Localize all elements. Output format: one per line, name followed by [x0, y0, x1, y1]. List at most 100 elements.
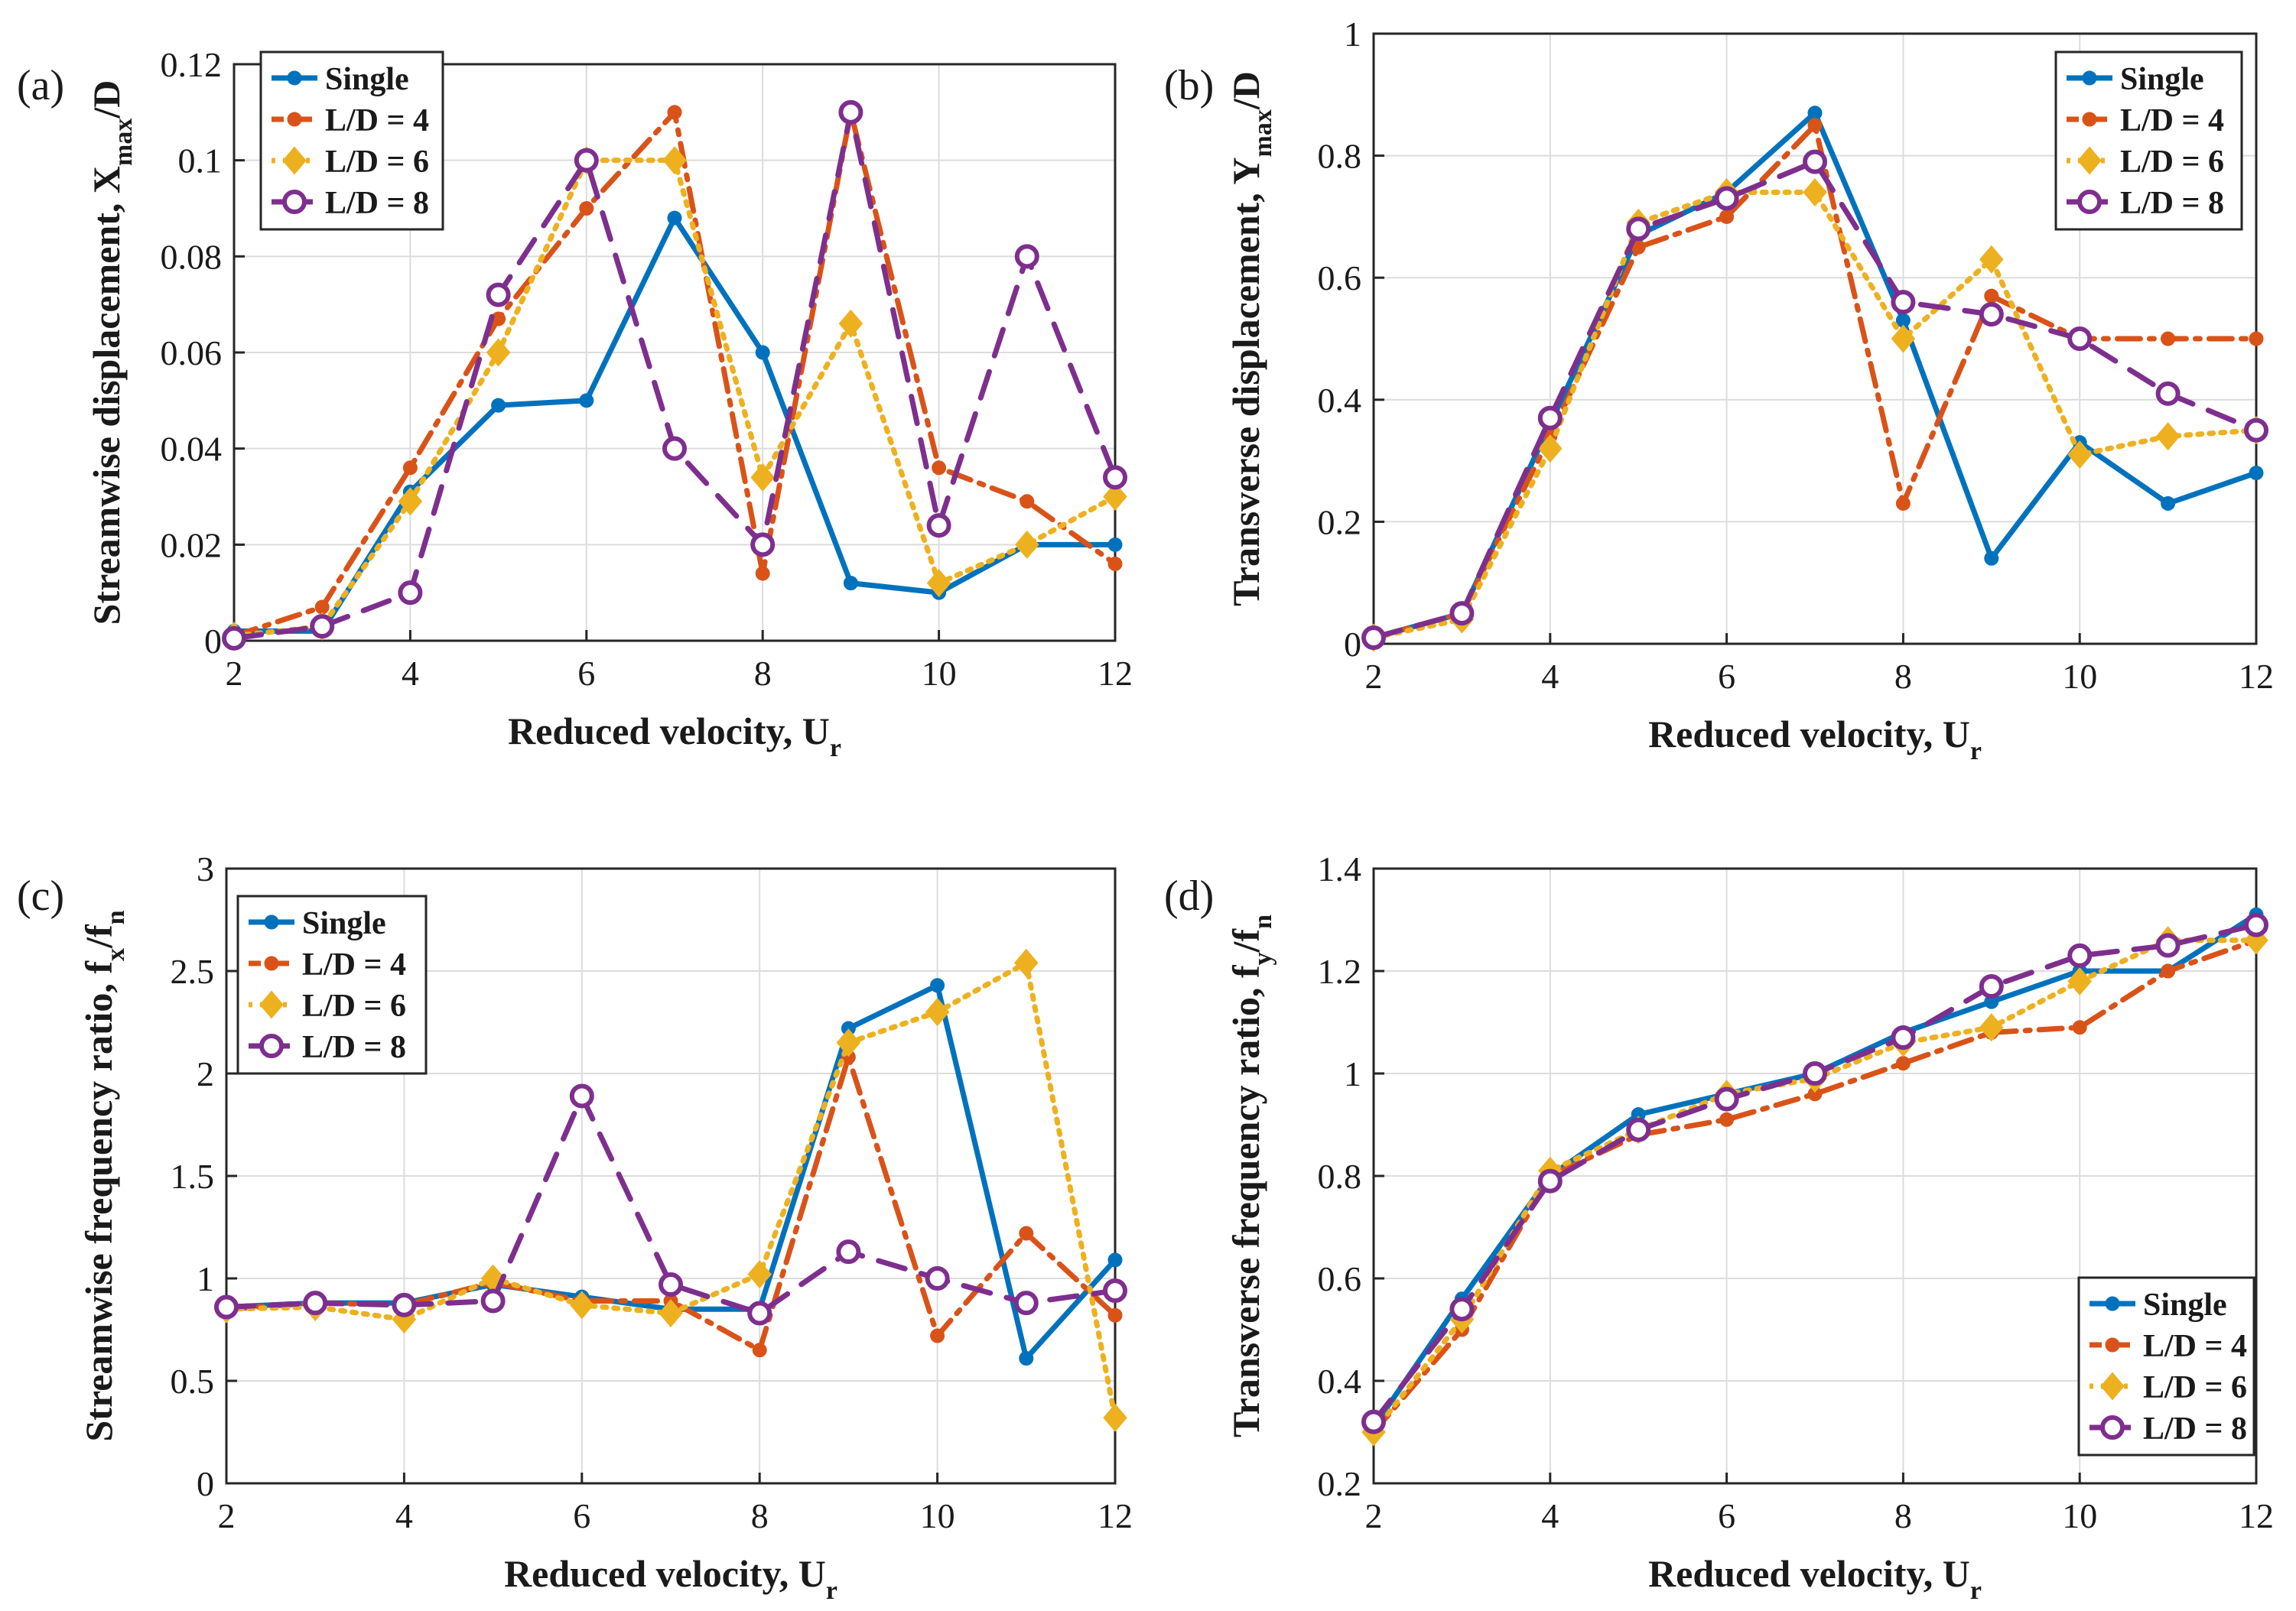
x-tick-label: 12 [2239, 657, 2274, 696]
data-point-ld6 [659, 1299, 683, 1328]
data-point-ld6 [662, 146, 687, 175]
data-point-ld8 [747, 1301, 772, 1326]
data-point-ld8 [1014, 244, 1039, 269]
data-point-ld8 [1891, 1025, 1916, 1051]
legend-swatch-marker [282, 190, 307, 214]
legend-entry-label: Single [2143, 1288, 2227, 1323]
x-tick-label: 4 [1541, 1496, 1559, 1535]
y-tick-label: 0 [1344, 625, 1361, 664]
data-point-ld6 [1979, 1013, 2004, 1042]
data-point-ld8 [750, 532, 776, 557]
data-point-ld4 [932, 460, 947, 476]
data-point-ld8 [1449, 1297, 1475, 1322]
x-tick-label: 6 [1718, 1496, 1735, 1535]
data-point-ld6 [2155, 422, 2181, 451]
panel-label: (a) [17, 62, 64, 109]
y-tick-label: 2.5 [171, 952, 215, 991]
legend-swatch-marker [264, 914, 279, 930]
x-tick-label: 12 [2239, 1496, 2274, 1535]
data-point-single [491, 398, 506, 413]
legend-swatch-marker [2077, 190, 2102, 214]
x-tick-label: 12 [1098, 654, 1133, 693]
data-point-ld8 [569, 1083, 594, 1109]
data-point-ld4 [1719, 1112, 1735, 1127]
data-point-ld8 [486, 282, 511, 307]
legend-swatch-marker [2100, 1415, 2125, 1440]
data-point-ld8 [662, 436, 687, 461]
data-point-single [1807, 106, 1823, 121]
data-point-ld6 [2244, 926, 2268, 955]
y-tick-label: 0.4 [1318, 1362, 1362, 1401]
x-axis-label: Reduced velocity, Ur [508, 710, 841, 762]
legend: Single L/D = 4 L/D = 6 L/D = 8 [259, 50, 444, 231]
data-point-ld8 [398, 580, 423, 606]
data-point-ld4 [402, 460, 418, 476]
legend-swatch-marker [282, 146, 307, 175]
data-point-single [579, 393, 594, 408]
legend: Single L/D = 4 L/D = 6 L/D = 8 [236, 895, 428, 1075]
data-point-ld4 [1895, 1056, 1911, 1071]
y-tick-label: 2 [197, 1054, 214, 1093]
legend-entry-label: L/D = 4 [2143, 1329, 2247, 1364]
data-point-ld4 [1719, 209, 1735, 224]
legend: Single L/D = 4 L/D = 6 L/D = 8 [2077, 1276, 2255, 1457]
y-tick-label: 3 [197, 849, 214, 888]
data-point-ld6 [486, 338, 511, 367]
data-point-ld8 [1361, 625, 1386, 651]
legend-entry-label: L/D = 4 [2120, 103, 2224, 138]
legend-swatch-marker [259, 990, 284, 1019]
y-tick-label: 0.6 [1318, 258, 1362, 297]
chart-panel-d: 2 4 6 8 10 12 0.2 0.4 0.6 0.8 1 1.2 1.4 Reduced veloc… [1164, 849, 2274, 1605]
y-tick-label: 1.5 [171, 1157, 215, 1196]
y-tick-label: 1 [1344, 1054, 1361, 1093]
data-point-ld8 [1103, 465, 1127, 490]
data-point-ld8 [838, 99, 863, 125]
y-tick-label: 0.1 [178, 141, 223, 180]
data-point-ld6 [398, 487, 423, 516]
y-tick-label: 1.4 [1318, 849, 1362, 888]
x-tick-label: 6 [1718, 657, 1735, 696]
data-point-ld6 [750, 463, 775, 492]
x-tick-label: 2 [1365, 657, 1383, 696]
series-ld8 [1361, 912, 2268, 1434]
data-point-single [667, 210, 682, 226]
legend-entry-label: Single [325, 62, 409, 97]
x-tick-label: 10 [922, 654, 957, 693]
x-tick-label: 2 [1365, 1496, 1383, 1535]
data-point-ld8 [2155, 933, 2181, 958]
data-point-ld6 [747, 1260, 772, 1289]
data-point-ld6 [1015, 530, 1039, 559]
y-tick-label: 0.8 [1318, 1157, 1362, 1196]
data-point-ld4 [755, 566, 770, 581]
data-point-ld6 [2067, 966, 2092, 996]
data-point-ld8 [2067, 326, 2093, 351]
legend-swatch-marker [2105, 1296, 2120, 1311]
y-tick-label: 0.08 [161, 237, 223, 276]
legend-swatch-marker [2077, 146, 2102, 175]
y-tick-label: 1 [1344, 15, 1361, 54]
x-tick-label: 8 [1894, 1496, 1912, 1535]
data-point-ld8 [1803, 1061, 1827, 1086]
legend-entry-label: L/D = 8 [2120, 186, 2224, 221]
x-tick-label: 2 [218, 1496, 236, 1535]
data-point-ld8 [2244, 417, 2268, 443]
x-tick-label: 4 [1541, 657, 1559, 696]
data-point-ld8 [392, 1292, 417, 1317]
data-point-ld4 [314, 599, 330, 615]
legend-swatch-marker [259, 1034, 284, 1058]
legend-swatch-marker [287, 70, 302, 86]
x-axis-label: Reduced velocity, Ur [1648, 1552, 1982, 1605]
data-point-ld8 [1979, 302, 2004, 327]
y-tick-label: 0.2 [1318, 1464, 1362, 1503]
data-point-ld6 [1803, 177, 1827, 207]
legend-entry-label: L/D = 6 [302, 989, 406, 1024]
y-tick-label: 0.4 [1318, 381, 1362, 420]
data-point-ld8 [1891, 290, 1916, 315]
y-axis-label: Transverse displacement, Ymax/D [1224, 71, 1277, 606]
chart-panel-b: 2 4 6 8 10 12 0 0.2 0.4 0.6 0.8 1 Reduced velocity, … [1164, 15, 2274, 765]
data-point-ld8 [574, 148, 599, 173]
data-point-ld4 [1107, 556, 1123, 571]
data-point-ld4 [2161, 963, 2176, 979]
chart-panel-c: 2 4 6 8 10 12 0 0.5 1 1.5 2 2.5 3 Reduced velocity, U… [17, 849, 1133, 1605]
